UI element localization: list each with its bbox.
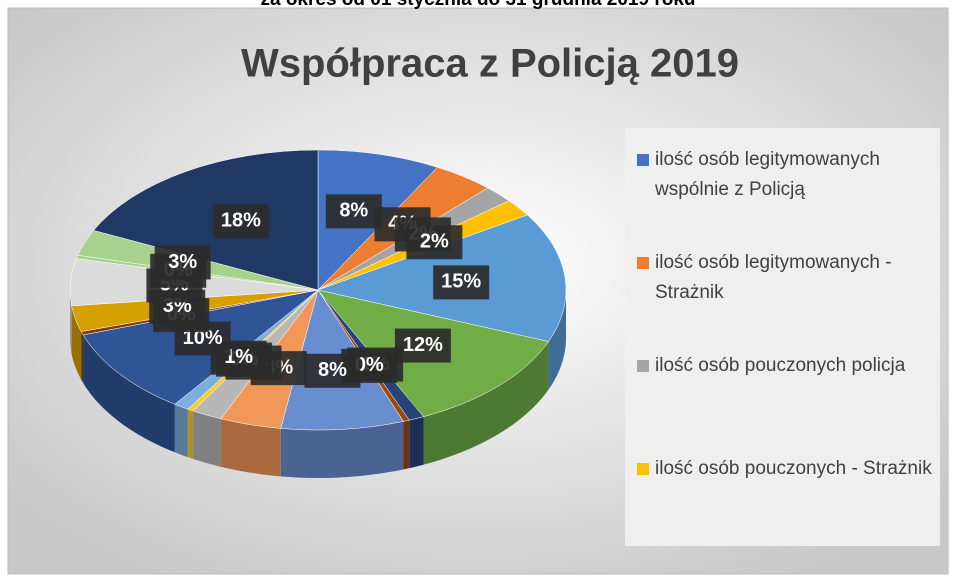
- legend-entry: ilość osób pouczonych policja: [637, 351, 935, 381]
- legend-box: [625, 128, 940, 546]
- legend-entry: ilość osób legitymowanych wspólnie z Pol…: [637, 145, 935, 205]
- legend-swatch: [637, 257, 649, 269]
- slice-side: [409, 416, 424, 469]
- slice-side: [174, 404, 188, 458]
- slice-side: [187, 409, 194, 459]
- data-label-box: [304, 353, 361, 388]
- slice-side: [83, 334, 175, 453]
- slice-side: [81, 331, 84, 383]
- data-label-box: [394, 328, 451, 363]
- slice-side: [423, 341, 549, 465]
- data-label-box: [433, 265, 490, 300]
- data-label: 12%: [403, 334, 443, 356]
- slice-side: [548, 290, 566, 390]
- subtitle: za okres od 01 stycznia do 31 grudnia 20…: [260, 0, 695, 10]
- data-label: 15%: [441, 271, 481, 293]
- legend-swatch: [637, 360, 649, 372]
- legend-label: ilość osób legitymowanych - Strażnik: [655, 252, 892, 303]
- data-label-box: [406, 225, 463, 260]
- slice-side: [280, 421, 404, 478]
- data-label: 1%: [224, 346, 253, 368]
- data-label-box: [325, 194, 382, 229]
- legend-swatch: [637, 463, 649, 475]
- slice: [93, 149, 319, 291]
- legend-entry: ilość osób legitymowanych - Strażnik: [637, 248, 935, 308]
- chart-title: Współpraca z Policją 2019: [241, 42, 739, 86]
- slice-side: [220, 418, 281, 477]
- data-label: 2%: [420, 231, 449, 253]
- legend-label: ilość osób pouczonych - Strażnik: [655, 458, 932, 479]
- data-label: 10%: [183, 327, 223, 349]
- legend-label: ilość osób legitymowanych wspólnie z Pol…: [655, 149, 880, 200]
- data-label: 8%: [318, 359, 347, 381]
- legend-label: ilość osób pouczonych policja: [655, 355, 906, 376]
- data-label: 0%: [355, 354, 384, 376]
- legend-entry: ilość osób pouczonych - Strażnik: [637, 454, 935, 484]
- data-label-box: [212, 204, 269, 239]
- legend-swatch: [637, 154, 649, 166]
- data-label: 8%: [339, 200, 368, 222]
- slice-side: [71, 305, 82, 380]
- data-label-box: [154, 245, 211, 280]
- slice-side: [193, 410, 221, 467]
- data-label: 3%: [168, 251, 197, 273]
- slice-side: [403, 420, 410, 470]
- slice-side: [70, 290, 72, 354]
- data-label: 18%: [221, 210, 261, 232]
